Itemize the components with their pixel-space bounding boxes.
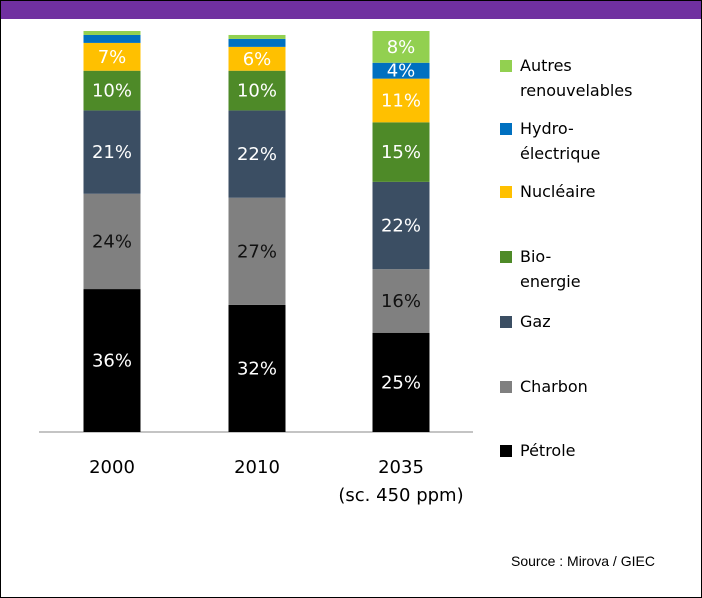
x-tick-label: 2035 (sc. 450 ppm) [338,457,464,506]
data-label: 22% [381,216,421,237]
legend-label: Gaz [520,312,551,331]
legend-label: Autres renouvelables [520,56,633,100]
data-label: 15% [381,142,421,163]
bar-segment [372,122,430,182]
data-label: 6% [243,49,272,70]
legend-swatch [500,251,512,263]
data-label: 24% [92,231,132,252]
bar-segment [83,34,141,43]
data-label: 10% [237,81,277,102]
bar-segment [372,31,430,63]
legend-swatch [500,381,512,393]
legend-swatch [500,445,512,457]
data-label: 10% [92,81,132,102]
data-label: 21% [92,142,132,163]
bar-segment [228,70,286,111]
data-label: 7% [98,47,127,68]
bar-segment [228,38,286,47]
data-label: 16% [381,291,421,312]
data-label: 22% [237,144,277,165]
data-label: 36% [92,351,132,372]
bar-segment [372,332,430,432]
bar-segment [372,181,430,270]
bar-segment [83,31,141,35]
legend-swatch [500,186,512,198]
source: Source : Mirova / GIEC [511,553,655,569]
bar-segment [228,46,286,71]
header-bar [1,1,701,19]
legend-label: Nucléaire [520,182,596,201]
data-label: 11% [381,90,421,111]
bar-segment [83,110,141,194]
data-label: 32% [237,358,277,379]
bar-segment [83,70,141,111]
data-label: 8% [387,37,416,58]
x-tick-label: 2000 [89,457,135,478]
data-label: 4% [387,61,416,82]
bar-segment [83,42,141,71]
legend-label: Charbon [520,377,588,396]
bar-segment [228,110,286,198]
x-tick-label: 2010 [234,457,280,478]
bar-segment [228,197,286,305]
bar-segment [372,269,430,333]
legend-swatch [500,123,512,135]
bar-segment [83,289,141,432]
bar-segment [372,62,430,79]
legend-swatch [500,316,512,328]
data-label: 25% [381,372,421,393]
bar-segment [83,193,141,290]
legend-label: Pétrole [520,441,576,460]
legend-label: Hydro-électrique [520,119,601,163]
bar-segment [228,34,286,39]
data-label: 27% [237,241,277,262]
legend-label: Bio-energie [520,247,581,291]
legend-swatch [500,60,512,72]
bar-segment [228,304,286,432]
bar-segment [372,78,430,123]
